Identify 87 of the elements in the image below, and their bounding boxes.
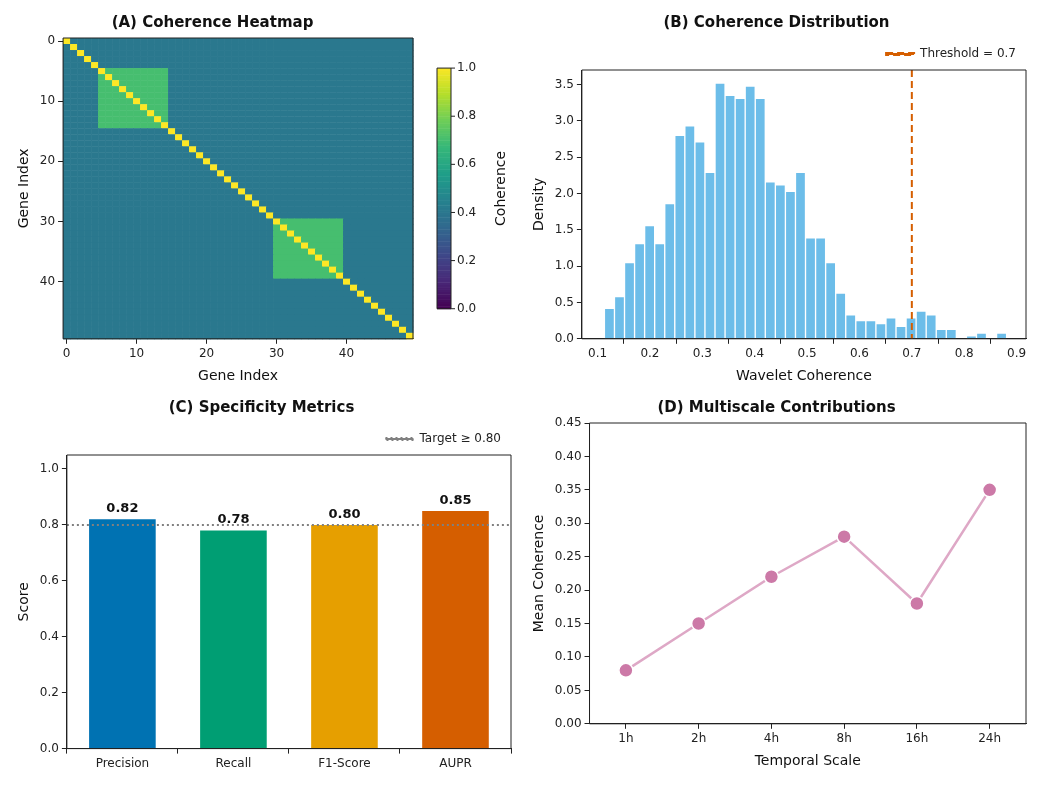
y-tick-label: 2.5 <box>554 149 574 164</box>
y-tick-label: 0.40 <box>554 448 582 463</box>
x-tick-label: 16h <box>905 731 929 746</box>
y-tick-label: 20 <box>39 153 56 168</box>
y-tick-label: 0.8 <box>39 517 59 532</box>
legend-label: Threshold = 0.7 <box>919 46 1016 61</box>
x-tick-label: 10 <box>128 346 145 361</box>
y-axis-title: Gene Index <box>15 148 32 229</box>
x-axis-title: Wavelet Coherence <box>735 367 872 384</box>
data-label: 0.78 <box>217 511 250 527</box>
x-tick-label: 0.3 <box>692 346 712 361</box>
y-tick-label: 0.25 <box>554 548 582 563</box>
x-tick-label: Precision <box>95 755 150 770</box>
bar <box>311 524 378 749</box>
y-tick-label: 0.30 <box>554 515 582 530</box>
x-tick-label: 0.5 <box>797 346 817 361</box>
x-tick-label: 0 <box>62 346 71 361</box>
x-axis-title: Temporal Scale <box>753 752 861 769</box>
data-label: 0.85 <box>439 491 472 507</box>
chart-title: (D) Multiscale Contributions <box>657 397 896 416</box>
y-axis-title: Mean Coherence <box>530 514 547 633</box>
y-tick-label: 3.0 <box>554 112 574 127</box>
y-tick-label: 0.6 <box>39 572 59 587</box>
y-tick-label: 3.5 <box>554 76 574 91</box>
y-tick-label: 0.45 <box>554 415 582 430</box>
legend-label: Target ≥ 0.80 <box>418 431 501 446</box>
x-tick-label: F1-Score <box>318 755 371 770</box>
x-tick-label: 1h <box>618 731 634 746</box>
y-tick-label: 10 <box>39 93 56 108</box>
chart-title: (A) Coherence Heatmap <box>111 12 314 31</box>
y-tick-label: 0.05 <box>554 682 582 697</box>
y-tick-label: 0 <box>47 33 56 48</box>
color-bar-label: 0.6 <box>457 156 477 171</box>
x-tick-label: 2h <box>691 731 707 746</box>
x-tick-label: 0.9 <box>1007 346 1027 361</box>
point <box>763 568 780 585</box>
y-tick-label: 1.5 <box>554 221 574 236</box>
x-axis-title: Gene Index <box>198 367 279 384</box>
bar <box>89 519 156 749</box>
y-tick-label: 0.20 <box>554 582 582 597</box>
x-tick-label: 0.4 <box>745 346 765 361</box>
color-bar-label: 0.8 <box>457 108 477 123</box>
x-tick-label: AUPR <box>439 755 472 770</box>
x-tick-label: 0.8 <box>954 346 974 361</box>
x-tick-label: 8h <box>836 731 852 746</box>
point <box>618 662 634 679</box>
y-tick-label: 1.0 <box>39 461 59 476</box>
y-tick-label: 0.15 <box>554 615 582 630</box>
bar <box>422 510 489 749</box>
point <box>981 482 998 498</box>
x-tick-label: 30 <box>268 346 285 361</box>
color-bar-title: Coherence <box>491 150 508 226</box>
x-tick-label: 0.2 <box>640 346 660 361</box>
y-tick-label: 2.0 <box>554 185 574 200</box>
x-tick-label: 24h <box>978 731 1002 746</box>
y-tick-label: 0.4 <box>39 628 59 643</box>
y-tick-label: 1.0 <box>554 258 574 273</box>
y-tick-label: 0.5 <box>554 294 574 309</box>
x-tick-label: 0.7 <box>902 346 922 361</box>
x-tick-label: 0.1 <box>588 346 608 361</box>
color-bar-label: 1.0 <box>457 60 477 75</box>
y-axis-title: Density <box>530 177 547 232</box>
y-axis-title: Score <box>15 582 32 622</box>
color-bar-label: 0.4 <box>457 204 477 219</box>
y-tick-label: 0.00 <box>554 715 582 730</box>
bar <box>200 530 267 749</box>
chart-title: (B) Coherence Distribution <box>663 12 890 31</box>
x-tick-label: 40 <box>338 346 355 361</box>
y-tick-label: 30 <box>39 213 56 228</box>
point <box>909 595 925 612</box>
y-tick-label: 0.35 <box>554 481 582 496</box>
color-bar-label: 0.0 <box>457 300 477 315</box>
x-tick-label: 4h <box>763 731 780 746</box>
y-tick-label: 0.2 <box>39 684 59 699</box>
point <box>690 615 707 632</box>
y-tick-label: 40 <box>39 273 56 288</box>
y-tick-label: 0.0 <box>554 330 574 345</box>
x-tick-label: 20 <box>198 346 215 361</box>
chart-title: (C) Specificity Metrics <box>168 397 355 416</box>
y-tick-label: 0.0 <box>39 740 59 755</box>
color-bar-label: 0.2 <box>457 252 477 267</box>
y-tick-label: 0.10 <box>554 649 582 664</box>
data-label: 0.82 <box>106 500 139 516</box>
x-tick-label: 0.6 <box>849 346 869 361</box>
x-tick-label: Recall <box>215 755 252 770</box>
data-label: 0.80 <box>328 505 361 521</box>
point <box>836 528 852 545</box>
